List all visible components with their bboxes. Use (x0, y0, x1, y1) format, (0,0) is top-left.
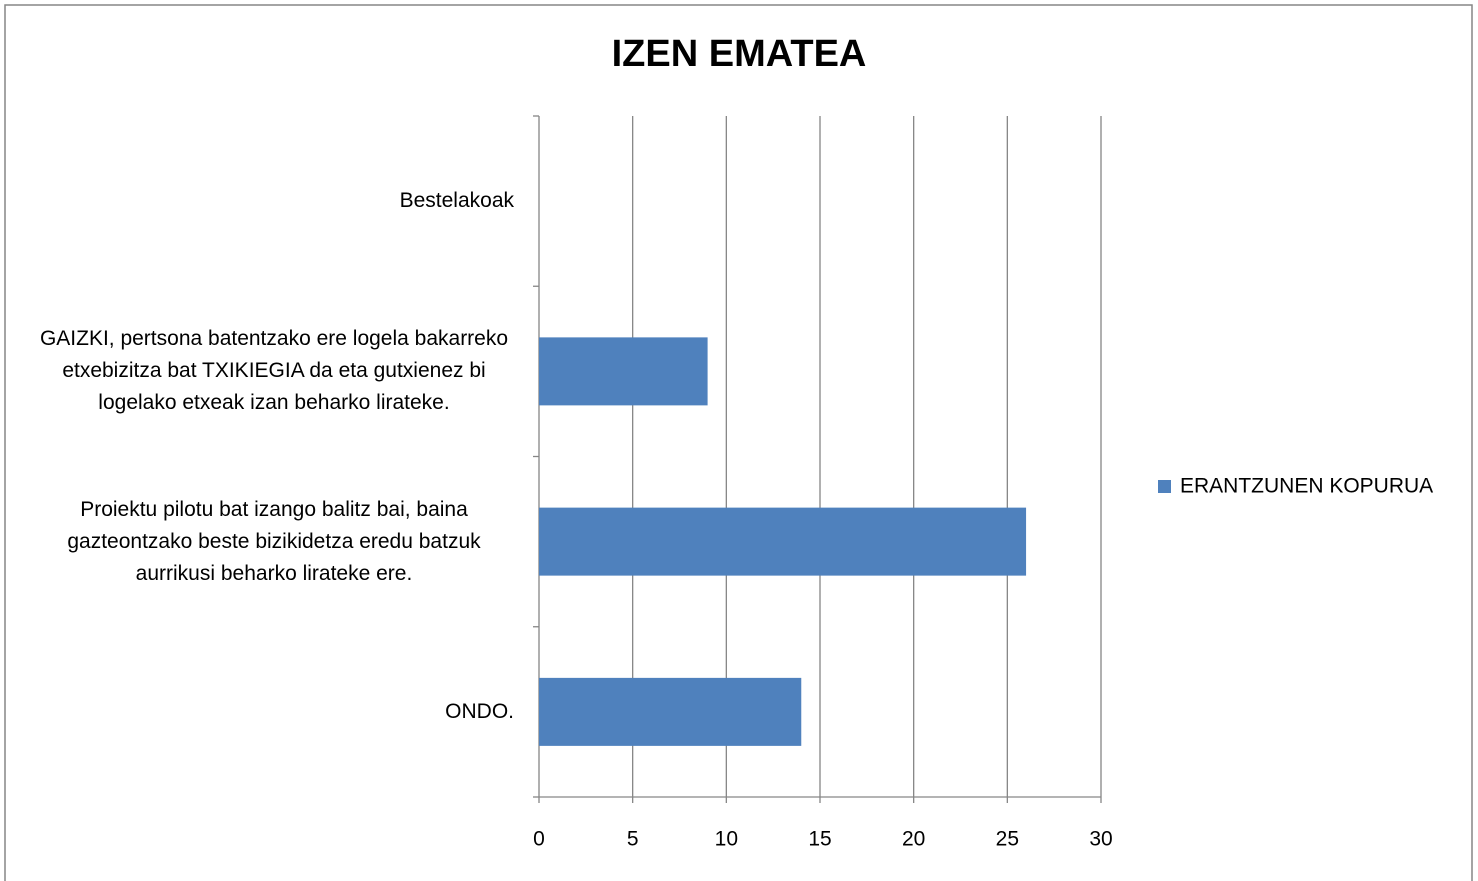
y-tick-label: ONDO. (445, 699, 514, 723)
x-tick-label: 10 (715, 828, 738, 851)
x-tick-label: 5 (627, 828, 639, 851)
category-label-box: Proiektu pilotu bat izango balitz bai, b… (14, 494, 514, 590)
chart-title: IZEN EMATEA (612, 33, 867, 75)
bar (539, 337, 708, 406)
x-tick-label: 25 (996, 828, 1019, 851)
y-tick-label: GAIZKI, pertsona batentzako ere logela b… (39, 327, 509, 415)
category-label-box: ONDO. (14, 696, 514, 728)
category-label-box: GAIZKI, pertsona batentzako ere logela b… (14, 323, 514, 419)
legend-label: ERANTZUNEN KOPURUA (1180, 475, 1433, 498)
chart-border (4, 4, 1473, 881)
bar (539, 507, 1027, 576)
bar (539, 677, 802, 746)
x-tick-label: 0 (533, 828, 545, 851)
legend-swatch (1158, 480, 1171, 493)
x-tick-label: 30 (1089, 828, 1112, 851)
y-tick-label: Proiektu pilotu bat izango balitz bai, b… (67, 497, 481, 585)
x-tick-label: 20 (902, 828, 925, 851)
x-tick-label: 15 (808, 828, 831, 851)
y-tick-label: Bestelakoak (399, 189, 514, 213)
category-label-box: Bestelakoak (14, 185, 514, 217)
